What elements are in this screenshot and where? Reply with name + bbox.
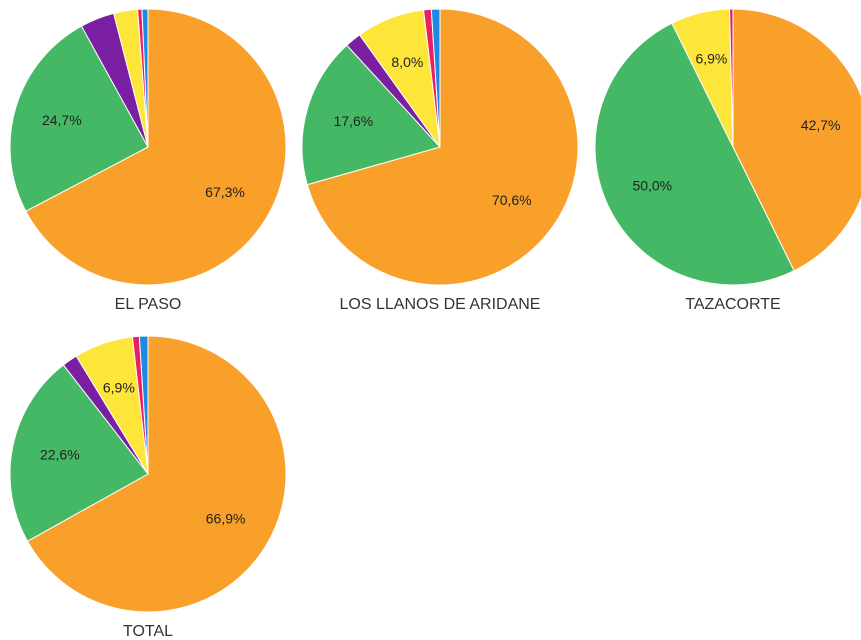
pie-slice [26,335,287,613]
pie-title: TAZACORTE [685,296,780,313]
slice-label: 42,7% [801,117,841,133]
slice-label: 6,9% [695,50,727,66]
pie-slice [306,8,579,286]
slice-label: 66,9% [206,510,246,526]
pie-slice [25,8,287,286]
pie-slice [141,8,149,148]
pie-slice [430,8,441,148]
pie-slice [9,364,149,542]
slice-label: 67,3% [205,184,245,200]
pie-title: EL PASO [115,296,182,313]
pie-slice [138,335,149,475]
slice-label: 24,7% [42,112,82,128]
pie-slice [732,8,861,272]
pie-title: LOS LLANOS DE ARIDANE [340,296,541,313]
slice-label: 70,6% [492,192,532,208]
slice-label: 17,6% [334,113,374,129]
pie-slice [729,8,734,148]
pie-slice [9,25,149,212]
slice-label: 6,9% [103,380,135,396]
slice-label: 22,6% [40,447,80,463]
slice-label: 8,0% [391,54,423,70]
slice-label: 50,0% [632,178,672,194]
pie-title: TOTAL [123,623,173,640]
pie-slice [594,22,795,286]
pie-slice [301,44,441,186]
